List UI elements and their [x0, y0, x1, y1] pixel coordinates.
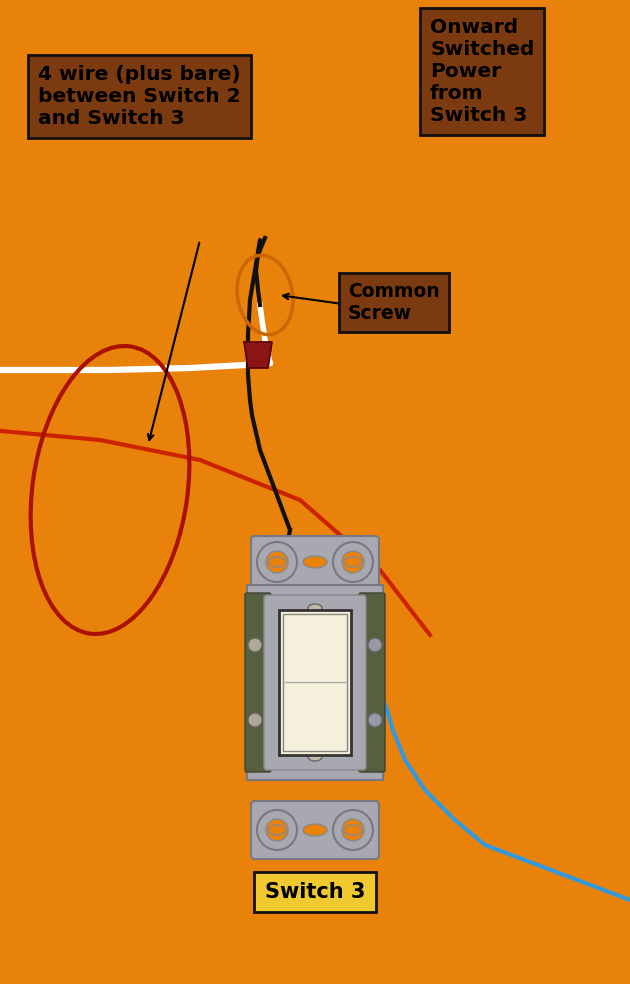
- Circle shape: [342, 819, 364, 841]
- Ellipse shape: [303, 556, 327, 568]
- Circle shape: [257, 810, 297, 850]
- Ellipse shape: [268, 825, 286, 835]
- Text: Common
Screw: Common Screw: [348, 282, 440, 323]
- Circle shape: [248, 713, 262, 727]
- Circle shape: [342, 551, 364, 573]
- Circle shape: [266, 819, 288, 841]
- Circle shape: [333, 542, 373, 582]
- Circle shape: [266, 551, 288, 573]
- FancyBboxPatch shape: [251, 801, 379, 859]
- FancyBboxPatch shape: [245, 593, 271, 772]
- Circle shape: [257, 542, 297, 582]
- FancyBboxPatch shape: [247, 585, 383, 780]
- Ellipse shape: [344, 557, 362, 567]
- FancyBboxPatch shape: [279, 610, 351, 755]
- Circle shape: [368, 713, 382, 727]
- FancyBboxPatch shape: [251, 536, 379, 594]
- Text: Switch 3: Switch 3: [265, 882, 365, 902]
- Ellipse shape: [268, 557, 286, 567]
- Ellipse shape: [344, 825, 362, 835]
- Circle shape: [333, 810, 373, 850]
- Ellipse shape: [308, 753, 322, 761]
- Text: 4 wire (plus bare)
between Switch 2
and Switch 3: 4 wire (plus bare) between Switch 2 and …: [38, 65, 241, 128]
- FancyBboxPatch shape: [264, 595, 366, 770]
- Circle shape: [368, 638, 382, 652]
- Circle shape: [248, 638, 262, 652]
- Ellipse shape: [308, 604, 322, 612]
- Polygon shape: [244, 342, 272, 368]
- Text: Onward
Switched
Power
from
Switch 3: Onward Switched Power from Switch 3: [430, 18, 534, 125]
- FancyBboxPatch shape: [359, 593, 385, 772]
- FancyBboxPatch shape: [283, 614, 347, 751]
- Ellipse shape: [303, 824, 327, 836]
